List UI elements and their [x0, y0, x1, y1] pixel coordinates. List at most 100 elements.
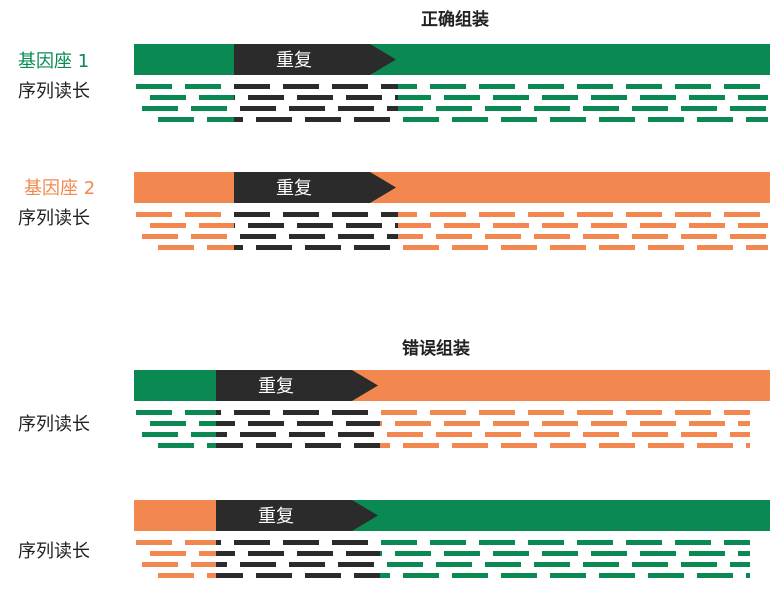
sequence-read [550, 573, 586, 578]
sequence-read [207, 443, 216, 448]
repeat-arrow [234, 172, 396, 203]
sequence-read [599, 245, 635, 250]
sequence-read [746, 245, 768, 250]
sequence-read [380, 551, 382, 556]
sequence-read [403, 245, 439, 250]
sequence-read [150, 223, 186, 228]
sequence-read [493, 95, 529, 100]
sequence-read [185, 410, 216, 415]
sequence-read [398, 95, 431, 100]
sequence-read [354, 117, 390, 122]
sequence-read [346, 551, 380, 556]
sequence-read [485, 106, 521, 111]
sequence-read [136, 84, 172, 89]
sequence-read [207, 573, 216, 578]
sequence-read [626, 540, 662, 545]
sequence-read [191, 432, 216, 437]
sequence-read [158, 573, 194, 578]
sequence-read [332, 540, 368, 545]
sequence-read [398, 106, 423, 111]
sequence-read [289, 106, 325, 111]
sequence-read [452, 443, 488, 448]
repeat-label: 重复 [258, 506, 294, 527]
sequence-read [452, 117, 488, 122]
sequence-read [234, 212, 270, 217]
locus1-label: 基因座 1 [18, 51, 89, 72]
sequence-read [403, 117, 439, 122]
sequence-read [648, 245, 684, 250]
sequence-read [234, 84, 270, 89]
sequence-read [381, 540, 417, 545]
sequence-read [479, 212, 515, 217]
sequence-read [479, 540, 515, 545]
sequence-read [256, 573, 292, 578]
sequence-read [338, 562, 374, 567]
sequence-read [199, 95, 234, 100]
sequence-read [185, 540, 216, 545]
sequence-read [738, 421, 750, 426]
sequence-read [534, 106, 570, 111]
sequence-read [583, 562, 619, 567]
sequence-read [395, 95, 398, 100]
sequence-read [185, 212, 221, 217]
sequence-read [697, 443, 733, 448]
sequence-read [332, 410, 368, 415]
sequence-read [648, 443, 684, 448]
sequence-read [234, 540, 270, 545]
sequence-read [430, 410, 466, 415]
sequence-read [724, 84, 760, 89]
locus2-genome-bar: 重复 [134, 172, 770, 203]
sequence-read [381, 410, 417, 415]
sequence-read [485, 562, 521, 567]
sequence-read [485, 234, 521, 239]
sequence-read [207, 117, 234, 122]
sequence-read [577, 410, 613, 415]
sequence-read [207, 245, 234, 250]
locus2-reads-label: 序列读长 [18, 208, 90, 229]
sequence-read [240, 562, 276, 567]
contig1-reads [136, 410, 750, 448]
sequence-read [248, 95, 284, 100]
sequence-read [387, 432, 423, 437]
sequence-read [283, 84, 319, 89]
sequence-read [675, 540, 711, 545]
sequence-read [256, 443, 292, 448]
sequence-read [493, 551, 529, 556]
sequence-read [724, 212, 760, 217]
sequence-read [297, 421, 333, 426]
sequence-read [346, 95, 382, 100]
sequence-read [528, 212, 564, 217]
sequence-read [493, 421, 529, 426]
sequence-read [746, 443, 750, 448]
sequence-read [234, 223, 235, 228]
locus1-reads [136, 84, 768, 122]
sequence-read [305, 245, 341, 250]
sequence-read [730, 562, 750, 567]
sequence-read [697, 573, 733, 578]
sequence-read [738, 551, 750, 556]
sequence-read [398, 234, 423, 239]
sequence-read [626, 84, 662, 89]
sequence-read [354, 245, 390, 250]
sequence-read [283, 212, 319, 217]
sequence-read [216, 551, 235, 556]
sequence-read [746, 117, 768, 122]
sequence-read [534, 432, 570, 437]
sequence-read [583, 106, 619, 111]
sequence-read [528, 410, 564, 415]
sequence-read [142, 432, 178, 437]
sequence-read [681, 432, 717, 437]
sequence-read [234, 95, 235, 100]
sequence-read [380, 421, 382, 426]
sequence-read [675, 212, 711, 217]
sequence-read [248, 421, 284, 426]
sequence-read [675, 410, 711, 415]
sequence-read [640, 551, 676, 556]
sequence-read [283, 410, 319, 415]
sequence-read [681, 106, 717, 111]
repeat-arrow [234, 44, 396, 75]
sequence-read [436, 562, 472, 567]
sequence-read [542, 421, 578, 426]
sequence-read [632, 432, 668, 437]
sequence-read [216, 540, 221, 545]
